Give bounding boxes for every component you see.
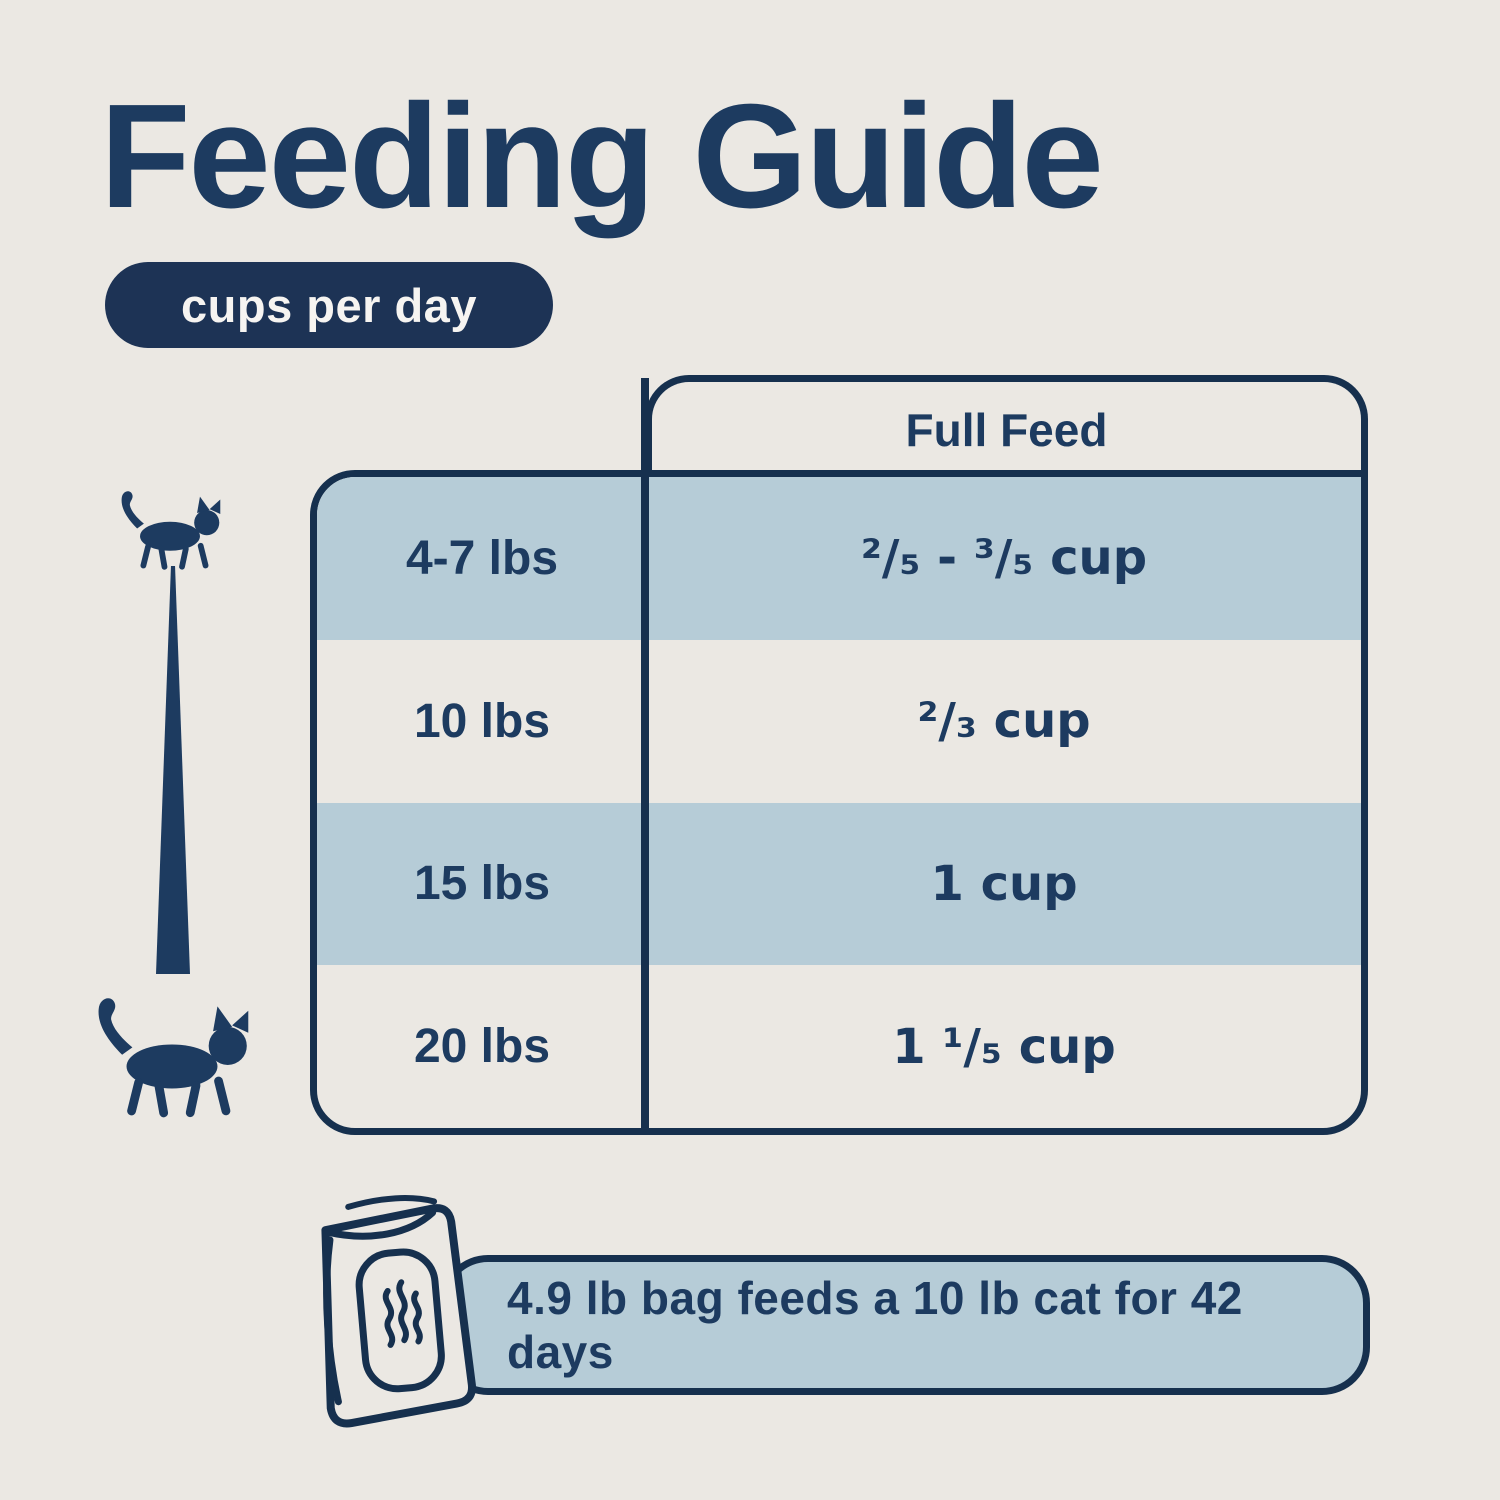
amount-cell: ²/₃ cup <box>917 693 1091 750</box>
large-cat-icon <box>98 998 249 1118</box>
table-row: 20 lbs 1 ¹/₅ cup <box>317 965 1361 1128</box>
full-feed-column-header: Full Feed <box>645 375 1368 477</box>
steam-icon <box>382 1279 423 1348</box>
full-feed-header-label: Full Feed <box>905 403 1108 456</box>
table-row: 10 lbs ²/₃ cup <box>317 640 1361 803</box>
amount-cell: ²/₅ - ³/₅ cup <box>860 530 1148 587</box>
page-title: Feeding Guide <box>100 74 1104 239</box>
weight-cell: 4-7 lbs <box>405 531 559 585</box>
table-row: 15 lbs 1 cup <box>317 802 1361 966</box>
units-badge: cups per day <box>105 262 553 348</box>
weight-cell: 20 lbs <box>413 1020 551 1074</box>
weight-cell: 15 lbs <box>413 857 551 911</box>
size-scale-wedge <box>156 566 190 974</box>
amount-cell: 1 cup <box>930 855 1078 912</box>
food-bag-icon <box>321 1195 477 1428</box>
bag-window <box>355 1248 445 1393</box>
table-row: 4-7 lbs ²/₅ - ³/₅ cup <box>317 477 1361 640</box>
feeding-table: 4-7 lbs ²/₅ - ³/₅ cup 10 lbs ²/₃ cup 15 … <box>310 470 1368 1135</box>
bag-yield-banner: 4.9 lb bag feeds a 10 lb cat for 42 days <box>440 1255 1370 1395</box>
column-divider-line <box>641 378 649 1131</box>
small-cat-icon <box>121 491 221 570</box>
units-badge-label: cups per day <box>181 278 477 332</box>
amount-cell: 1 ¹/₅ cup <box>892 1018 1116 1075</box>
weight-cell: 10 lbs <box>413 694 551 748</box>
bag-yield-text: 4.9 lb bag feeds a 10 lb cat for 42 days <box>507 1272 1243 1378</box>
